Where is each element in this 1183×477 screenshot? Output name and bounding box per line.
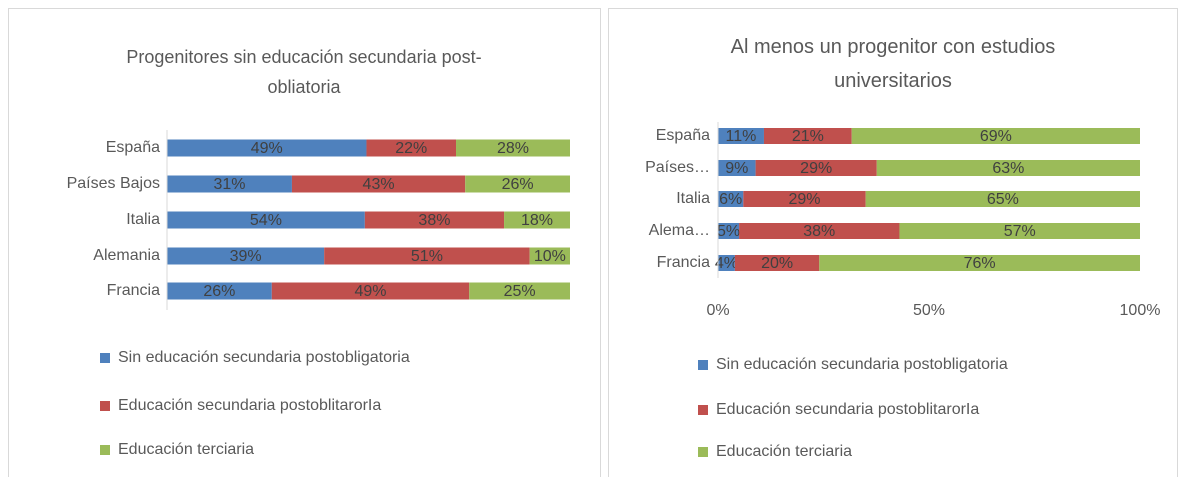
data-label: 4%: [715, 255, 738, 272]
data-label: 38%: [803, 223, 835, 240]
category-label: Italia: [676, 190, 710, 207]
data-label: 21%: [792, 128, 824, 145]
data-label: 39%: [230, 248, 262, 265]
bar-segment: [899, 223, 1140, 239]
bar-segment: [819, 255, 1140, 271]
data-label: 49%: [354, 283, 386, 300]
bar-segment: [755, 160, 877, 176]
data-label: 29%: [788, 191, 820, 208]
bar-segment: [718, 255, 735, 271]
data-label: 26%: [502, 176, 534, 193]
legend-label: Sin educación secundaria postobligatoria: [118, 349, 410, 366]
data-label: 51%: [411, 248, 443, 265]
bar-segment: [865, 191, 1140, 207]
legend-label: Educación secundaria postoblitarorIa: [118, 397, 381, 414]
data-label: 20%: [761, 255, 793, 272]
legend-swatch: [698, 405, 708, 415]
legend-swatch: [100, 445, 110, 455]
category-label: Países…: [645, 159, 710, 176]
legend-swatch: [698, 447, 708, 457]
data-label: 28%: [497, 140, 529, 157]
data-label: 54%: [250, 212, 282, 229]
data-label: 26%: [203, 283, 235, 300]
legend-label: Sin educación secundaria postobligatoria: [716, 356, 1008, 373]
bar-segment: [167, 282, 272, 300]
legend-label: Educación secundaria postoblitarorIa: [716, 401, 979, 418]
data-label: 43%: [363, 176, 395, 193]
bar-segment: [763, 128, 852, 144]
bar-segment: [734, 255, 820, 271]
legend-label: Educación terciaria: [118, 441, 254, 458]
data-label: 25%: [504, 283, 536, 300]
bar-segment: [324, 247, 530, 265]
bar-segment: [167, 139, 367, 157]
data-label: 31%: [213, 176, 245, 193]
bar-segment: [291, 175, 466, 193]
x-tick-label: 50%: [913, 302, 945, 319]
data-label: 22%: [395, 140, 427, 157]
data-label: 65%: [987, 191, 1019, 208]
category-label: Alema…: [649, 222, 710, 239]
category-label: Italia: [126, 211, 160, 228]
chart-panel: [8, 8, 601, 477]
bar-segment: [366, 139, 457, 157]
bar-segment: [167, 247, 325, 265]
bar-segment: [271, 282, 470, 300]
legend-label: Educación terciaria: [716, 443, 852, 460]
category-label: España: [106, 139, 160, 156]
data-label: 49%: [251, 140, 283, 157]
data-label: 6%: [719, 191, 742, 208]
category-label: Francia: [107, 282, 160, 299]
bar-segment: [718, 223, 740, 239]
bar-segment: [876, 160, 1140, 176]
legend-swatch: [100, 401, 110, 411]
bar-segment: [851, 128, 1140, 144]
bar-segment: [743, 191, 866, 207]
category-label: Francia: [657, 254, 710, 271]
data-label: 63%: [992, 160, 1024, 177]
legend-swatch: [698, 360, 708, 370]
data-label: 38%: [418, 212, 450, 229]
bar-segment: [718, 128, 764, 144]
chart-title: Al menos un progenitor con estudios univ…: [730, 36, 1056, 92]
data-label: 29%: [800, 160, 832, 177]
category-label: Países Bajos: [67, 175, 160, 192]
x-tick-label: 100%: [1120, 302, 1161, 319]
data-label: 69%: [980, 128, 1012, 145]
bar-segment: [465, 175, 570, 193]
category-label: Alemania: [93, 247, 160, 264]
bar-segment: [529, 247, 570, 265]
bar-segment: [718, 191, 744, 207]
x-tick-label: 0%: [706, 302, 729, 319]
bar-segment: [456, 139, 570, 157]
data-label: 5%: [717, 223, 740, 240]
data-label: 76%: [964, 255, 996, 272]
bar-segment: [167, 211, 365, 229]
data-label: 11%: [726, 128, 757, 145]
data-label: 10%: [534, 248, 566, 265]
bar-segment: [504, 211, 570, 229]
bar-segment: [739, 223, 900, 239]
bar-segment: [364, 211, 505, 229]
bar-segment: [167, 175, 292, 193]
data-label: 57%: [1004, 223, 1036, 240]
chart-panel: [608, 8, 1178, 477]
data-label: 9%: [725, 160, 748, 177]
chart-title: Progenitores sin educación secundaria po…: [126, 47, 482, 97]
data-label: 18%: [521, 212, 553, 229]
bar-segment: [718, 160, 756, 176]
bar-segment: [469, 282, 570, 300]
legend-swatch: [100, 353, 110, 363]
category-label: España: [656, 127, 710, 144]
